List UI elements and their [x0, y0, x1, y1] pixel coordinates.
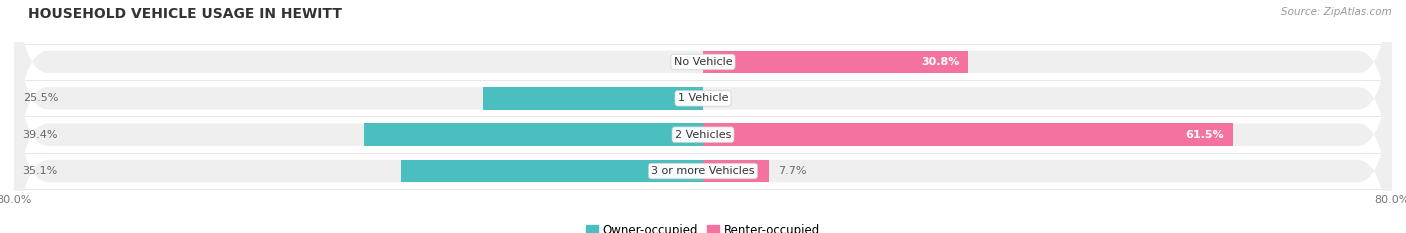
Text: 39.4%: 39.4%	[22, 130, 58, 140]
Text: 30.8%: 30.8%	[921, 57, 960, 67]
Text: 2 Vehicles: 2 Vehicles	[675, 130, 731, 140]
Bar	[364, 123, 703, 146]
FancyBboxPatch shape	[14, 0, 1392, 233]
Text: 25.5%: 25.5%	[22, 93, 58, 103]
FancyBboxPatch shape	[14, 0, 1392, 196]
Text: 3 or more Vehicles: 3 or more Vehicles	[651, 166, 755, 176]
Legend: Owner-occupied, Renter-occupied: Owner-occupied, Renter-occupied	[581, 219, 825, 233]
FancyBboxPatch shape	[14, 37, 1392, 233]
Text: Source: ZipAtlas.com: Source: ZipAtlas.com	[1281, 7, 1392, 17]
Bar	[703, 51, 969, 73]
Text: HOUSEHOLD VEHICLE USAGE IN HEWITT: HOUSEHOLD VEHICLE USAGE IN HEWITT	[28, 7, 342, 21]
Text: No Vehicle: No Vehicle	[673, 57, 733, 67]
Bar	[401, 160, 703, 182]
Text: 61.5%: 61.5%	[1185, 130, 1225, 140]
FancyBboxPatch shape	[14, 0, 1392, 233]
Text: 35.1%: 35.1%	[22, 166, 58, 176]
Bar	[703, 123, 1233, 146]
Bar	[703, 160, 769, 182]
Text: 1 Vehicle: 1 Vehicle	[678, 93, 728, 103]
Text: 7.7%: 7.7%	[778, 166, 807, 176]
Bar	[484, 87, 703, 110]
